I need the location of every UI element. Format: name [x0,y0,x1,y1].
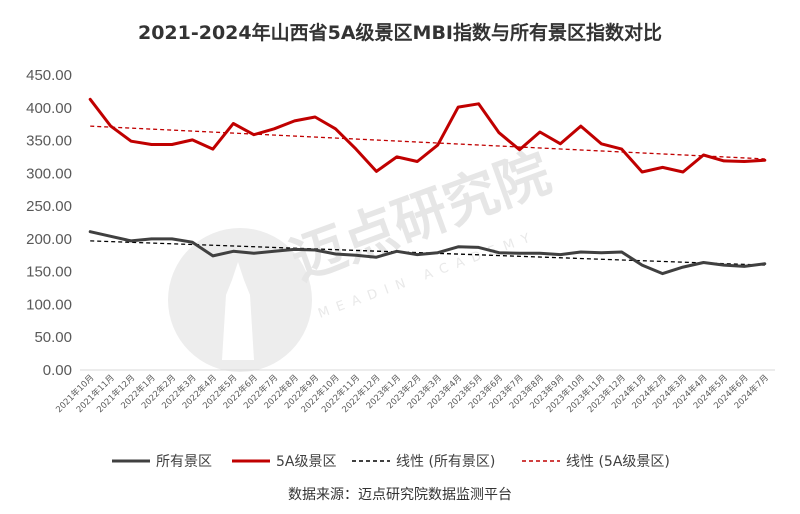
x-axis: 2021年10月2021年11月2021年12月2022年1月2022年2月20… [54,372,771,415]
watermark-logo-tower [222,262,254,360]
y-tick-label: 450.00 [26,67,72,84]
legend-label: 线性 (5A级景区) [566,454,670,470]
y-axis: 0.00 50.00 100.00 150.00 200.00 250.00 300.00 3… [26,67,72,379]
legend-item: 所有景区 [112,454,212,470]
legend-item: 线性 (5A级景区) [522,454,670,470]
y-tick-label: 100.00 [26,296,72,313]
legend: 所有景区 5A级景区 线性 (所有景区) 线性 (5A级景区) [112,454,670,470]
y-tick-label: 400.00 [26,100,72,117]
legend-label: 5A级景区 [276,454,336,470]
y-tick-label: 50.00 [34,329,72,346]
y-tick-label: 150.00 [26,264,72,281]
y-tick-label: 300.00 [26,165,72,182]
legend-label: 所有景区 [156,454,212,470]
series-line-0 [88,230,767,276]
series-line-1 [88,97,767,174]
source-note: 数据来源：迈点研究院数据监测平台 [288,487,512,503]
legend-item: 5A级景区 [232,454,336,470]
y-tick-label: 0.00 [43,362,72,379]
series-lines [88,97,767,276]
chart-title: 2021-2024年山西省5A级景区MBI指数与所有景区指数对比 [137,22,663,44]
trendline-1 [90,125,765,160]
legend-item: 线性 (所有景区) [352,454,495,470]
y-tick-label: 200.00 [26,231,72,248]
y-tick-label: 250.00 [26,198,72,215]
y-tick-label: 350.00 [26,133,72,150]
legend-label: 线性 (所有景区) [396,454,495,470]
